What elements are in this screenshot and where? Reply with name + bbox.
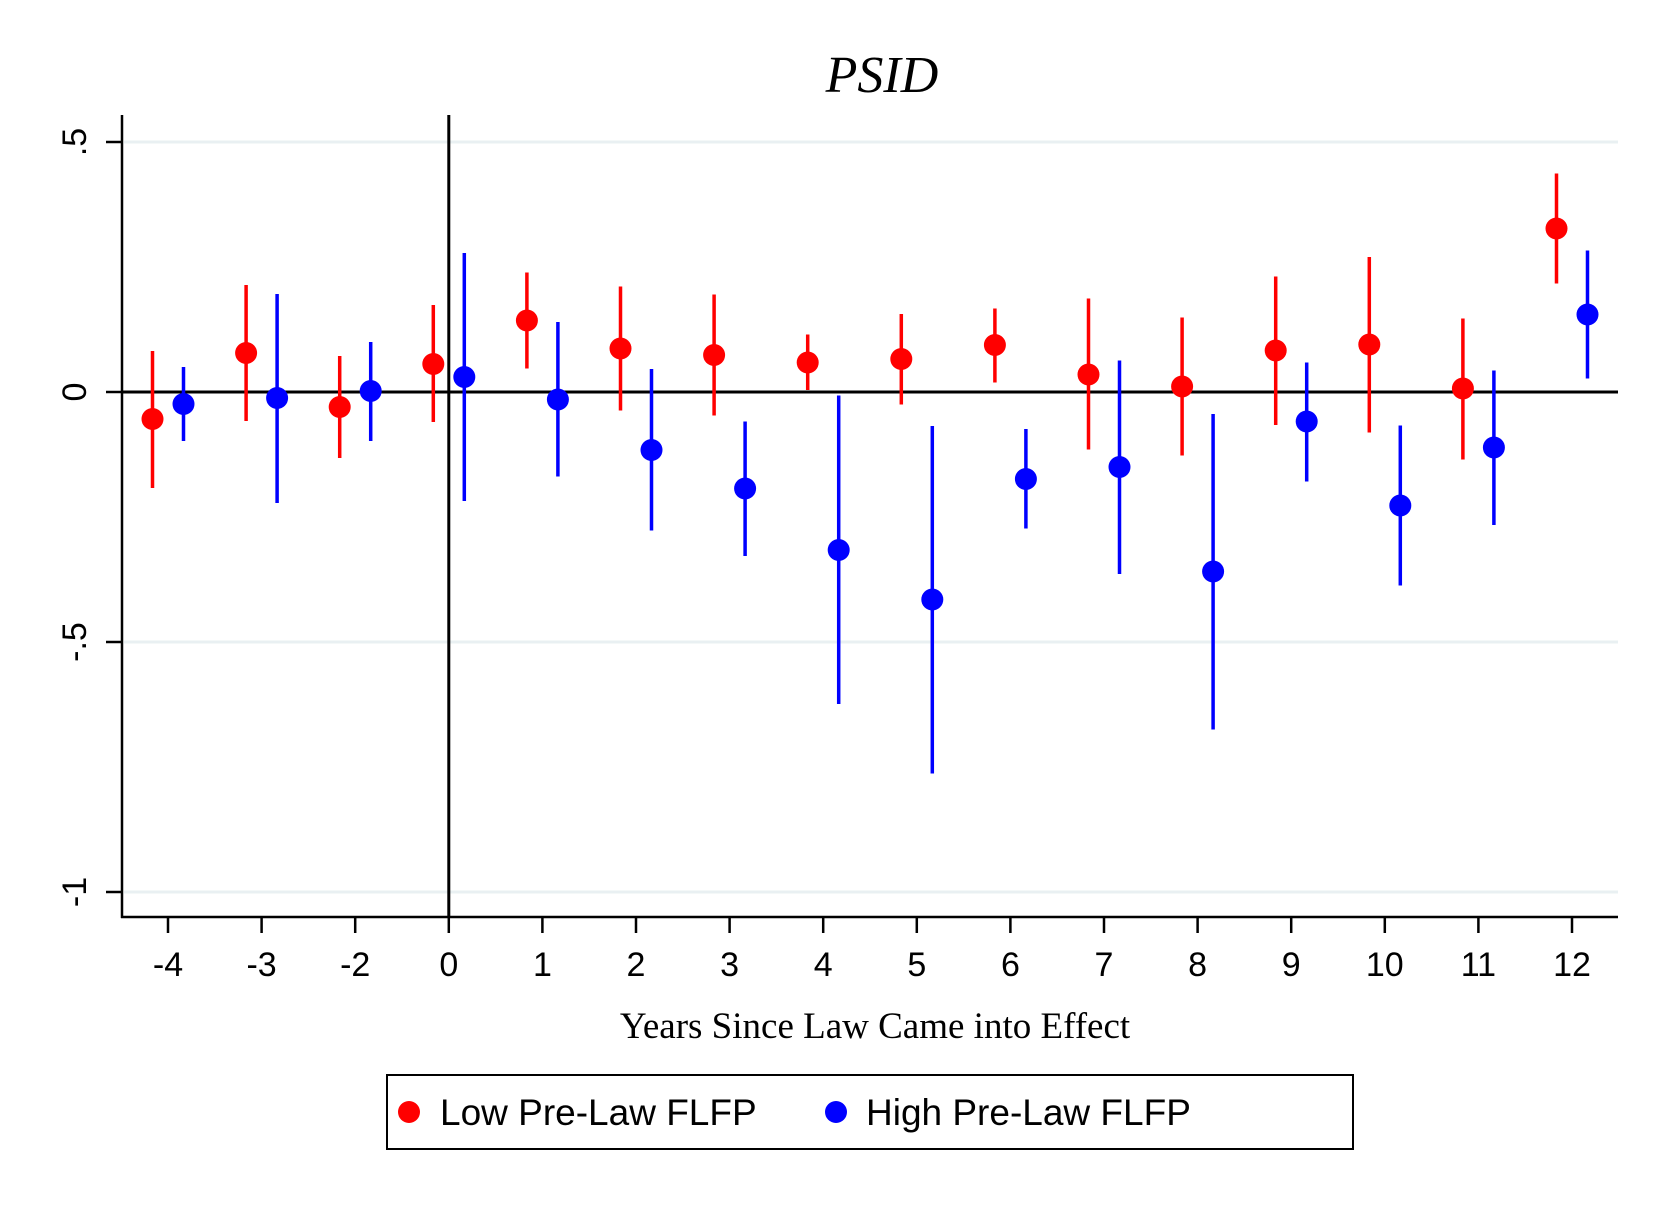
point-estimate: [1295, 410, 1318, 433]
y-tick-label: -.5: [56, 622, 94, 662]
y-tick-label: 0: [56, 383, 94, 402]
point-estimate: [515, 309, 538, 332]
legend-marker-high: [825, 1101, 847, 1123]
x-tick-label: 9: [1282, 946, 1301, 984]
x-tick-label: 11: [1461, 946, 1496, 984]
point-estimate: [546, 388, 569, 411]
point-estimate: [1108, 456, 1131, 478]
legend-box: [386, 1074, 1354, 1150]
legend-label-high: High Pre-Law FLFP: [866, 1092, 1191, 1133]
point-estimate: [235, 342, 258, 364]
x-axis-label: Years Since Law Came into Effect: [620, 1006, 1131, 1047]
legend: Low Pre-Law FLFP High Pre-Law FLFP: [386, 1074, 1354, 1150]
point-estimate: [1171, 375, 1194, 398]
point-estimate: [921, 588, 944, 611]
point-estimate: [1077, 363, 1100, 386]
point-estimate: [983, 334, 1006, 356]
point-estimate: [1014, 468, 1037, 490]
legend-marker-low: [398, 1101, 420, 1123]
y-tick-label: .5: [56, 128, 94, 156]
data-marks: [141, 173, 1599, 774]
point-estimate: [890, 348, 913, 370]
point-estimate: [328, 396, 351, 418]
point-estimate: [640, 439, 663, 461]
point-estimate: [266, 387, 289, 409]
x-tick-label: 3: [720, 946, 739, 984]
x-tick-label: 10: [1366, 946, 1404, 984]
point-estimate: [1451, 377, 1474, 400]
x-tick-label: -4: [153, 946, 183, 984]
chart-title: PSID: [825, 47, 939, 104]
point-estimate: [1545, 217, 1568, 240]
x-tick-label: 4: [814, 946, 833, 984]
point-estimate: [359, 380, 382, 402]
gridlines: [124, 140, 1618, 894]
point-estimate: [1482, 436, 1505, 459]
point-estimate: [141, 408, 164, 430]
x-tick-label: 5: [907, 946, 926, 984]
x-axis-ticks: -4 -3 -2 0 1 2 3 4 5 6 7 8 9 10 11 12: [153, 917, 1591, 984]
point-estimate: [1202, 560, 1225, 583]
point-estimate: [609, 337, 632, 360]
point-estimate: [172, 393, 195, 415]
x-tick-label: -2: [340, 946, 370, 984]
x-tick-label: 0: [439, 946, 458, 984]
series-low-pre-law-flfp: [141, 173, 1568, 488]
axes: [120, 115, 1618, 919]
reference-lines: [122, 115, 1618, 917]
point-estimate: [734, 477, 757, 500]
point-estimate: [422, 353, 445, 375]
x-tick-label: 1: [533, 946, 552, 984]
point-estimate: [453, 366, 476, 388]
x-tick-label: 12: [1553, 946, 1591, 984]
x-tick-label: -3: [246, 946, 276, 984]
point-estimate: [1576, 303, 1599, 326]
legend-label-low: Low Pre-Law FLFP: [440, 1092, 757, 1133]
point-estimate: [827, 539, 850, 561]
point-estimate: [703, 344, 726, 366]
x-tick-label: 6: [1001, 946, 1020, 984]
point-estimate: [1264, 339, 1287, 362]
point-estimate: [796, 351, 819, 374]
y-axis-ticks: .5 0 -.5 -1: [56, 128, 122, 907]
x-tick-label: 2: [627, 946, 646, 984]
y-tick-label: -1: [56, 877, 94, 907]
point-estimate: [1358, 333, 1381, 356]
point-estimate: [1389, 494, 1412, 517]
x-tick-label: 7: [1095, 946, 1114, 984]
series-high-pre-law-flfp: [172, 250, 1599, 774]
x-tick-label: 8: [1188, 946, 1207, 984]
